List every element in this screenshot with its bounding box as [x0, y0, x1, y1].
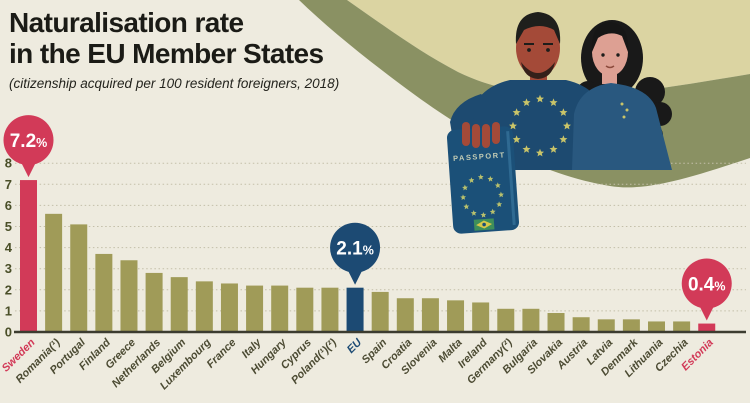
- star-icon: [563, 121, 571, 130]
- star-icon: [480, 211, 487, 218]
- star-icon: [489, 208, 496, 215]
- y-tick-1: 1: [5, 303, 12, 318]
- star-icon: [509, 121, 517, 130]
- page-subtitle: (citizenship acquired per 100 resident f…: [9, 75, 340, 91]
- y-tick-3: 3: [5, 261, 12, 276]
- star-icon: [512, 135, 521, 143]
- star-icon: [559, 108, 568, 116]
- y-axis-ticks: 0 1 2 3 4 5 6 7 8: [5, 156, 13, 340]
- man-hair-icon: [515, 12, 561, 44]
- bar-italy: [246, 285, 264, 332]
- bar-malta: [447, 300, 465, 332]
- star-icon: [522, 98, 531, 106]
- y-tick-0: 0: [5, 325, 12, 340]
- callout-value: 2.1%: [336, 239, 374, 260]
- callout-eu: 2.1%: [330, 222, 381, 285]
- star-icon: [487, 175, 494, 182]
- bar-poland: [321, 287, 339, 332]
- woman-hair-front-icon: [591, 22, 629, 52]
- woman-head: [592, 28, 628, 76]
- header: Naturalisation rate in the EU Member Sta…: [9, 7, 429, 91]
- star-icon: [549, 145, 558, 153]
- star-icon: [494, 182, 501, 189]
- eu-stars-passport-icon: [460, 174, 504, 218]
- man-arm: [450, 94, 488, 135]
- star-icon: [549, 98, 558, 106]
- y-tick-2: 2: [5, 282, 12, 297]
- x-axis-labels: SwedenRomania(¹)PortugalFinlandGreeceNet…: [0, 336, 716, 392]
- callout-sweden: 7.2%: [3, 115, 54, 178]
- page-title: Naturalisation rate in the EU Member Sta…: [9, 7, 429, 70]
- woman-top: [572, 83, 672, 170]
- value-callouts: 7.2% 2.1% 0.4%: [3, 115, 732, 321]
- star-icon: [496, 201, 503, 208]
- woman-figure: [572, 22, 672, 170]
- bar-france: [220, 283, 238, 332]
- star-icon: [460, 194, 466, 201]
- star-icon: [498, 191, 504, 198]
- star-icon: [477, 174, 484, 180]
- y-tick-6: 6: [5, 198, 12, 213]
- bar-spain: [371, 291, 389, 332]
- y-tick-8: 8: [5, 156, 12, 171]
- bar-sweden: [20, 180, 37, 332]
- y-tick-4: 4: [5, 240, 13, 255]
- y-tick-5: 5: [5, 219, 12, 234]
- bar-cyprus: [296, 287, 314, 332]
- callout-estonia: 0.4%: [681, 258, 732, 321]
- bar-slovakia: [547, 313, 565, 332]
- x-label-eu: EU: [345, 336, 365, 356]
- passport-spine: [506, 131, 516, 226]
- title-line-2: in the EU Member States: [9, 37, 324, 69]
- passport-label: PASSPORT: [453, 150, 506, 163]
- bar-austria: [572, 317, 590, 332]
- y-tick-7: 7: [5, 177, 12, 192]
- star-icon: [512, 108, 521, 116]
- bar-eu: [346, 287, 364, 332]
- bar-slovenia: [421, 298, 439, 332]
- bar-denmark: [622, 319, 640, 332]
- callout-bubble-icon: [681, 258, 732, 309]
- star-icon: [536, 148, 544, 157]
- flag-icon: [473, 218, 495, 231]
- callout-value: 0.4%: [688, 275, 726, 296]
- callout-bubble-icon: [3, 115, 54, 166]
- bar-netherlands: [145, 272, 163, 332]
- passport: PASSPORT: [446, 126, 520, 234]
- star-icon: [470, 210, 477, 216]
- star-icon: [468, 177, 475, 184]
- star-icon: [559, 135, 568, 143]
- star-icon: [463, 203, 470, 210]
- star-icon: [536, 94, 544, 103]
- bar-portugal: [70, 224, 88, 332]
- bar-finland: [95, 253, 113, 332]
- callout-bubble-icon: [330, 222, 381, 273]
- bar-romania: [45, 213, 63, 332]
- bar-germany: [497, 308, 515, 332]
- bar-greece: [120, 260, 138, 332]
- man-hand: [462, 122, 500, 148]
- star-icon: [462, 184, 468, 191]
- star-icon: [522, 145, 531, 153]
- bar-bulgaria: [522, 308, 540, 332]
- bar-estonia: [698, 323, 716, 332]
- title-line-1: Naturalisation rate: [9, 7, 244, 38]
- man-beard-icon: [521, 62, 555, 79]
- bar-luxembourg: [195, 281, 213, 332]
- bar-czechia: [673, 321, 691, 332]
- illustration-couple: PASSPORT: [446, 12, 672, 234]
- callout-value: 7.2%: [10, 131, 48, 152]
- bar-hungary: [271, 285, 289, 332]
- man-head: [516, 19, 560, 77]
- bar-lithuania: [648, 321, 665, 332]
- bar-ireland: [472, 302, 490, 332]
- bar-belgium: [170, 277, 188, 332]
- eu-stars-shirt-icon: [509, 94, 571, 157]
- bar-latvia: [597, 319, 615, 332]
- bar-croatia: [396, 298, 414, 332]
- bars: [20, 180, 716, 332]
